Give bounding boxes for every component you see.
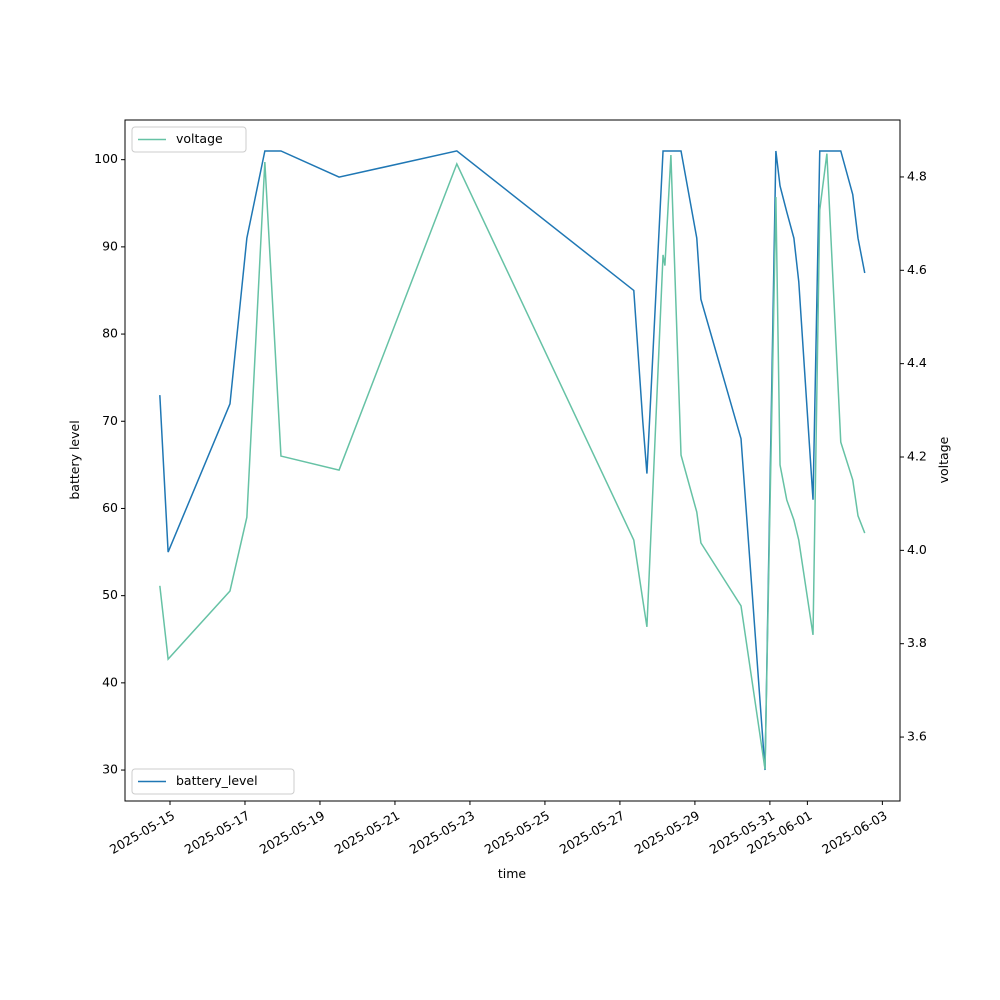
legend-label: voltage [176,131,223,146]
y-tick-label: 50 [102,587,118,602]
y2-axis-label: voltage [936,436,951,483]
y2-tick-label: 4.4 [907,355,927,370]
x-tick-label: 2025-05-29 [632,808,702,857]
line-battery-level [159,150,866,771]
y2-tick-label: 4.0 [907,542,927,557]
y-tick-label: 80 [102,326,118,341]
y-tick-label: 40 [102,674,118,689]
y2-tick-label: 4.6 [907,262,927,277]
x-tick-label: 2025-05-27 [557,808,627,857]
legend-label: battery_level [176,773,258,788]
y-axis-label: battery level [67,420,82,499]
y-tick-label: 30 [102,762,118,777]
legend-box [131,126,247,153]
x-tick-label: 2025-05-25 [482,808,552,857]
x-tick-label: 2025-05-15 [107,808,177,857]
y-tick-label: 60 [102,500,118,515]
y2-tick-label: 4.2 [907,448,927,463]
y-tick-label: 90 [102,238,118,253]
y-tick-label: 70 [102,413,118,428]
x-tick-label: 2025-06-03 [819,808,889,857]
x-tick-label: 2025-05-21 [332,808,402,857]
y2-tick-label: 3.8 [907,635,927,650]
line-voltage [159,153,866,770]
y2-tick-label: 4.8 [907,168,927,183]
x-tick-label: 2025-05-17 [182,808,252,857]
y2-tick-label: 3.6 [907,729,927,744]
x-tick-label: 2025-05-19 [257,808,327,857]
axes-frame [124,119,901,802]
x-tick-label: 2025-05-23 [407,808,477,857]
x-axis-label: time [498,866,527,881]
y-tick-label: 100 [94,151,118,166]
legend-box [131,768,295,795]
